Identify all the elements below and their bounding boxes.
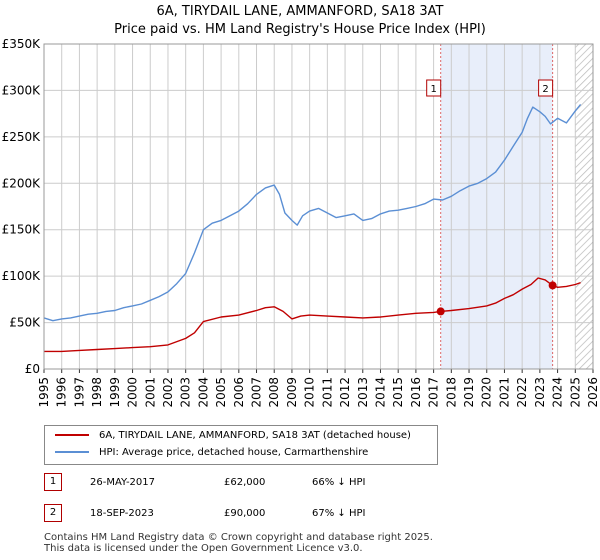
- x-tick-label: 1997: [72, 377, 86, 408]
- y-tick-label: £100K: [2, 269, 42, 283]
- transaction-badge: 1: [44, 473, 62, 491]
- shaded-range: [440, 44, 553, 369]
- y-tick-label: £350K: [2, 37, 42, 51]
- y-tick-label: £50K: [9, 316, 41, 330]
- sale-marker: [548, 281, 557, 290]
- price-chart: £0 £50K £100K £150K £200K £250K £300K £350K 1995…: [2, 37, 600, 408]
- annotation-box: [426, 79, 442, 97]
- transaction-row: 1 26-MAY-2017 £62,000 66% ↓ HPI: [44, 473, 564, 493]
- transaction-date: 26-MAY-2017: [90, 477, 156, 488]
- legend-swatch-property: [55, 434, 89, 436]
- x-tick-label: 2010: [303, 377, 317, 408]
- plot-border: [43, 43, 594, 370]
- x-tick-label: 2026: [586, 377, 600, 408]
- series-line-hpi: [43, 103, 582, 322]
- annotation-box: [538, 79, 554, 97]
- y-tick-label: £0: [25, 362, 40, 376]
- transaction-hpi-delta: 66% ↓ HPI: [312, 477, 366, 488]
- x-tick-label: 2011: [320, 377, 334, 408]
- transaction-badge: 2: [44, 504, 62, 522]
- x-tick-label: 2007: [250, 377, 264, 408]
- x-tick-label: 2020: [480, 377, 494, 408]
- series-line-property: [44, 277, 581, 353]
- transaction-row: 2 18-SEP-2023 £90,000 67% ↓ HPI: [44, 504, 564, 524]
- x-tick-label: 2019: [462, 377, 476, 408]
- x-tick-label: 2017: [427, 377, 441, 408]
- sale-marker: [436, 307, 445, 316]
- y-tick-label: £150K: [2, 223, 42, 237]
- x-tick-label: 2002: [161, 377, 175, 408]
- transaction-price: £90,000: [224, 508, 266, 519]
- x-tick-label: 2001: [143, 377, 157, 408]
- legend-item-property: 6A, TIRYDAIL LANE, AMMANFORD, SA18 3AT (…: [55, 428, 411, 444]
- x-tick-label: 2009: [285, 377, 299, 408]
- footer-licence: This data is licensed under the Open Gov…: [44, 543, 363, 554]
- x-tick-label: 2015: [391, 377, 405, 408]
- x-tick-label: 2025: [568, 377, 582, 408]
- transaction-price: £62,000: [224, 477, 266, 488]
- transaction-date: 18-SEP-2023: [90, 508, 154, 519]
- legend-label-property: 6A, TIRYDAIL LANE, AMMANFORD, SA18 3AT (…: [99, 430, 411, 441]
- x-tick-label: 2012: [338, 377, 352, 408]
- x-tick-label: 2006: [232, 377, 246, 408]
- chart-title: 6A, TIRYDAIL LANE, AMMANFORD, SA18 3AT P…: [0, 3, 600, 39]
- footer-copyright: Contains HM Land Registry data © Crown c…: [44, 532, 433, 543]
- x-tick-label: 2023: [533, 377, 547, 408]
- hatched-region: [575, 44, 593, 369]
- x-tick-label: 2014: [373, 377, 387, 408]
- y-tick-label: £300K: [2, 83, 42, 97]
- x-tick-label: 1995: [37, 377, 51, 408]
- x-tick-label: 2003: [179, 377, 193, 408]
- chart-title-line2: Price paid vs. HM Land Registry's House …: [114, 22, 486, 37]
- x-tick-label: 2005: [214, 377, 228, 408]
- annotation-label: 1: [431, 84, 437, 95]
- legend: 6A, TIRYDAIL LANE, AMMANFORD, SA18 3AT (…: [44, 425, 438, 465]
- x-tick-label: 2013: [356, 377, 370, 408]
- transaction-hpi-delta: 67% ↓ HPI: [312, 508, 366, 519]
- x-tick-label: 2018: [444, 377, 458, 408]
- legend-swatch-hpi: [55, 451, 89, 453]
- chart-title-line1: 6A, TIRYDAIL LANE, AMMANFORD, SA18 3AT: [156, 4, 444, 19]
- annotation-label: 2: [542, 84, 548, 95]
- x-tick-label: 1996: [55, 377, 69, 408]
- y-tick-label: £200K: [2, 176, 42, 190]
- x-tick-label: 2022: [515, 377, 529, 408]
- x-tick-label: 2004: [196, 377, 210, 408]
- x-tick-label: 2024: [551, 377, 565, 408]
- x-tick-label: 1999: [108, 377, 122, 408]
- legend-item-hpi: HPI: Average price, detached house, Carm…: [55, 445, 368, 461]
- x-tick-label: 2021: [497, 377, 511, 408]
- legend-label-hpi: HPI: Average price, detached house, Carm…: [99, 447, 369, 458]
- x-tick-label: 2016: [409, 377, 423, 408]
- footer: Contains HM Land Registry data © Crown c…: [44, 532, 433, 554]
- x-tick-label: 2008: [267, 377, 281, 408]
- y-tick-label: £250K: [2, 130, 42, 144]
- x-tick-label: 1998: [90, 377, 104, 408]
- x-tick-label: 2000: [126, 377, 140, 408]
